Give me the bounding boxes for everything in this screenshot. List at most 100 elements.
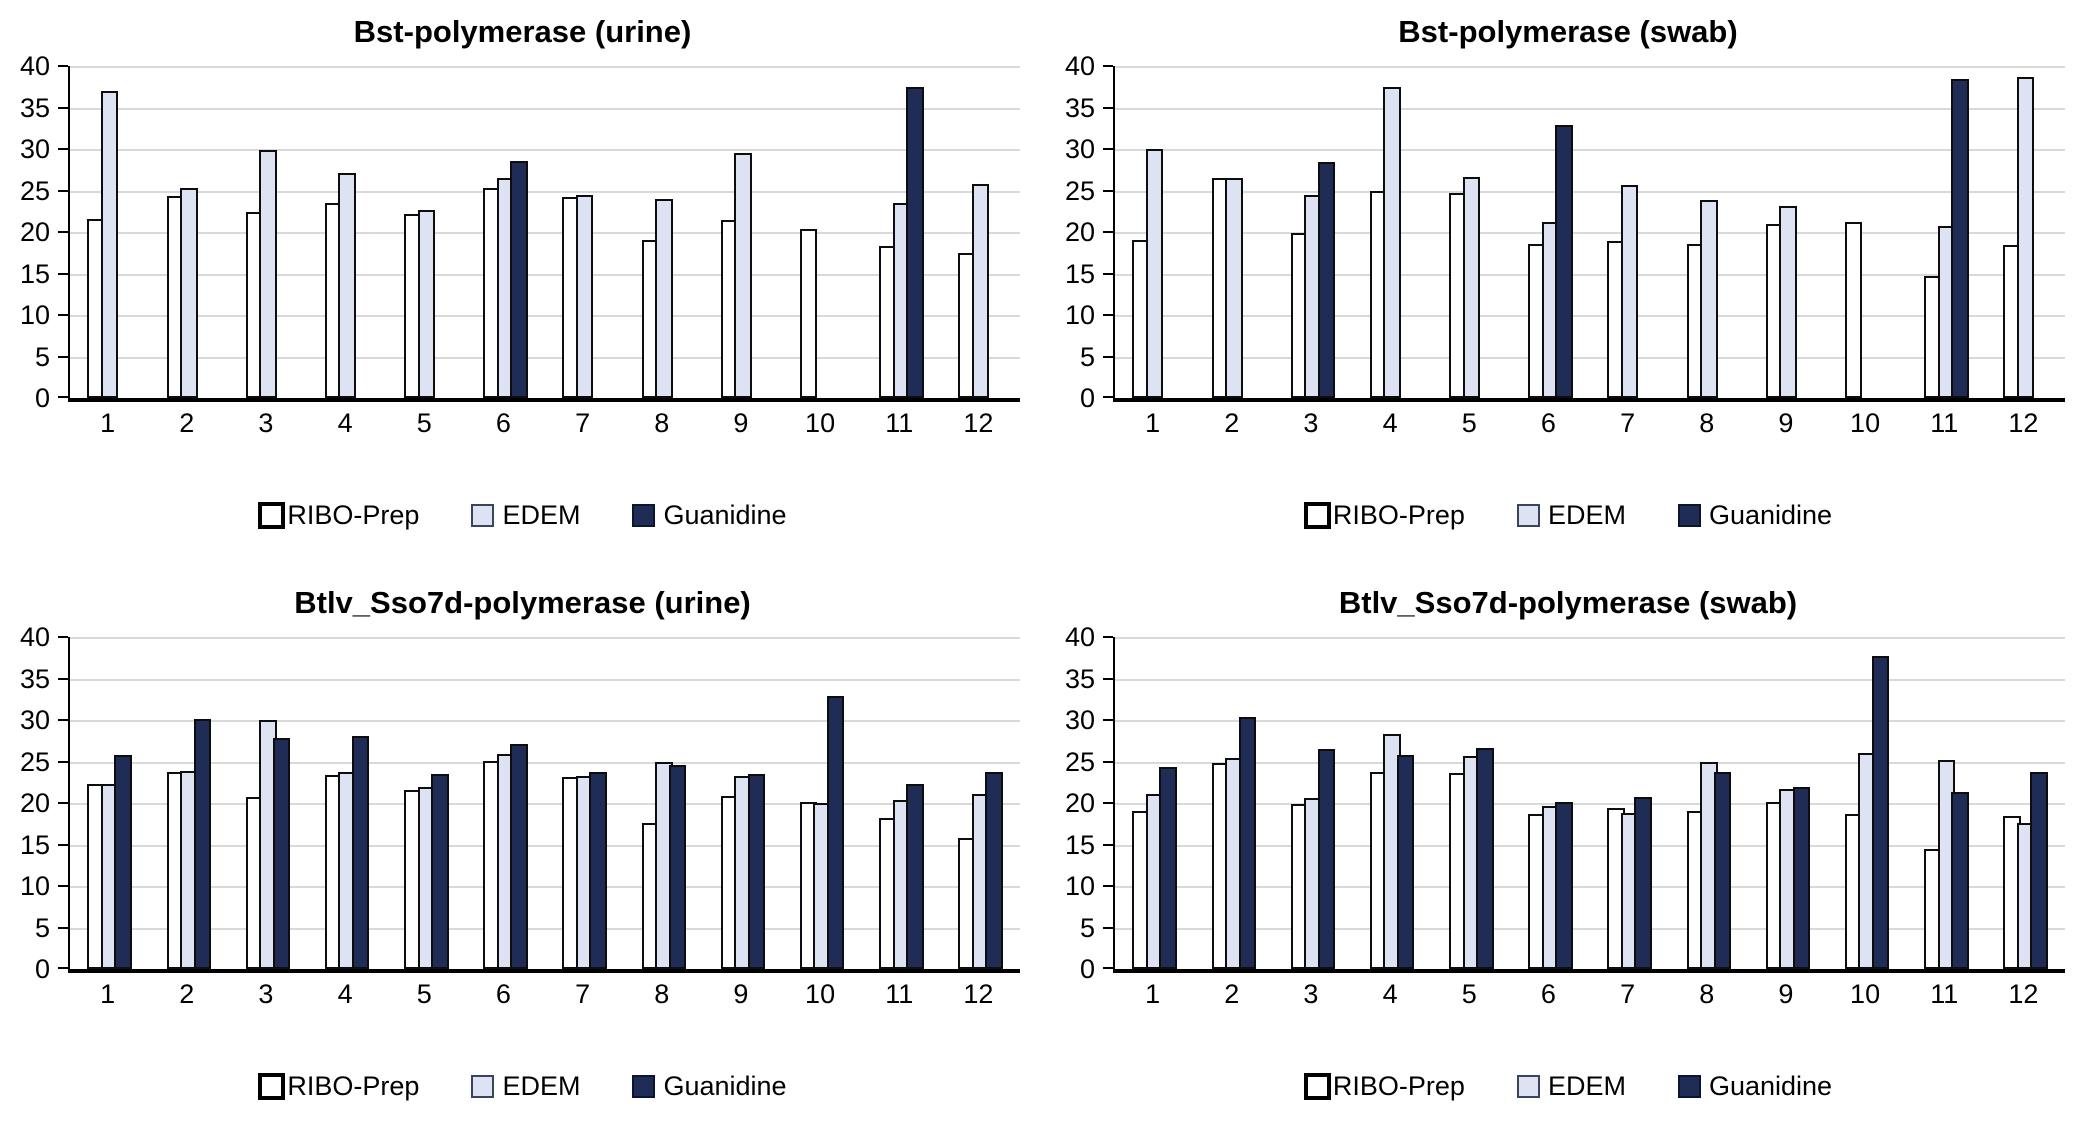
y-tick-mark [1103, 967, 1113, 969]
y-tick-mark [58, 396, 68, 398]
bar-guanidine-cat4 [1396, 755, 1415, 969]
bar-guanidine-cat4 [351, 736, 370, 969]
gridline [70, 678, 1020, 681]
x-tick-label: 5 [1461, 979, 1477, 1009]
gridline [70, 232, 1020, 234]
y-tick-label: 0 [1079, 954, 1095, 984]
y-tick-label: 25 [19, 175, 50, 206]
x-tick-label: 8 [1699, 408, 1715, 438]
plot-row: 0 5 10 15 20 25 30 35 40 [1057, 623, 2091, 983]
legend: RIBO-Prep EDEM Guanidine [1045, 1071, 2091, 1102]
y-tick-mark [58, 885, 68, 887]
y-tick-mark [58, 189, 68, 192]
x-tick-label: 1 [1145, 408, 1161, 438]
bar-edem-cat9 [734, 153, 752, 398]
x-tick-label: 2 [1224, 408, 1240, 438]
y-tick-label: 30 [1064, 705, 1095, 735]
plot-area [58, 636, 1020, 973]
y-tick-mark [58, 231, 68, 233]
bar-guanidine-cat9 [747, 774, 766, 969]
bar-guanidine-cat11 [906, 87, 924, 398]
gridline [70, 803, 1020, 805]
legend-item-edem: EDEM [471, 1071, 580, 1102]
legend-swatch-guanidine [632, 504, 656, 527]
y-tick-mark [1103, 802, 1113, 804]
y-tick-label: 15 [1064, 829, 1095, 860]
y-tick-mark [58, 65, 68, 67]
y-tick-label: 20 [1064, 788, 1095, 818]
bar-guanidine-cat8 [668, 765, 686, 969]
x-tick-label: 4 [337, 408, 353, 438]
bar-guanidine-cat9 [1792, 787, 1811, 969]
gridline [1115, 190, 2065, 193]
y-axis-labels: 0 5 10 15 20 25 30 35 40 [1057, 623, 1101, 983]
x-tick-label: 7 [575, 979, 591, 1009]
bar-edem-cat5 [417, 210, 435, 398]
y-tick-label: 40 [1064, 51, 1095, 81]
bar-guanidine-cat7 [1634, 797, 1652, 969]
x-tick-label: 9 [733, 408, 749, 438]
y-tick-label: 15 [19, 829, 50, 860]
y-tick-mark [58, 843, 68, 846]
bar-edem-cat2 [180, 188, 198, 398]
gridline [70, 886, 1020, 888]
legend: RIBO-Prep EDEM Guanidine [0, 500, 1045, 531]
plot-area [58, 65, 1020, 402]
y-tick-mark [58, 148, 68, 150]
legend-label: EDEM [502, 500, 581, 530]
legend-item-edem: EDEM [471, 500, 580, 531]
gridline [1115, 637, 2065, 639]
x-tick-label: 3 [258, 408, 274, 438]
legend-label: EDEM [502, 1071, 581, 1101]
gridline [1115, 149, 2065, 151]
legend-label: RIBO-Prep [1332, 1071, 1465, 1101]
bar-edem-cat2 [1225, 178, 1243, 398]
legend-item-guanidine: Guanidine [1677, 1071, 1832, 1102]
x-tick-label: 11 [885, 979, 914, 1009]
legend-swatch-edem [1516, 504, 1540, 527]
gridline [1115, 886, 2065, 888]
gridline [70, 844, 1020, 847]
legend-item-ribo-prep: RIBO-Prep [258, 1071, 419, 1102]
gridline [1115, 107, 2065, 110]
x-tick-label: 2 [179, 979, 195, 1009]
x-axis-labels: 1 2 3 4 5 6 7 8 9 10 11 12 [1113, 969, 2063, 1023]
bar-guanidine-cat11 [1951, 79, 1969, 398]
bar-edem-cat7 [575, 195, 594, 398]
legend-item-ribo-prep: RIBO-Prep [258, 500, 419, 531]
y-tick-mark [1103, 636, 1113, 638]
gridline [1115, 927, 2065, 930]
y-tick-mark [1103, 396, 1113, 398]
x-tick-label: 3 [1303, 979, 1319, 1009]
y-tick-label: 35 [19, 663, 50, 694]
y-tick-label: 20 [19, 788, 50, 818]
legend-swatch-edem [471, 504, 495, 527]
bar-guanidine-cat12 [985, 772, 1003, 969]
bar-guanidine-cat8 [1713, 772, 1731, 969]
gridline [1115, 844, 2065, 847]
y-tick-mark [58, 926, 68, 929]
y-tick-mark [1103, 843, 1113, 846]
y-tick-mark [58, 760, 68, 763]
x-tick-label: 4 [1382, 408, 1398, 438]
gridline [1115, 232, 2065, 234]
x-tick-label: 7 [1620, 408, 1636, 438]
chart-title-btlv-urine: Btlv_Sso7d-polymerase (urine) [294, 585, 751, 620]
bar-guanidine-cat3 [1317, 749, 1336, 969]
plot-row: 0 5 10 15 20 25 30 35 40 [12, 623, 1045, 983]
bar-guanidine-cat2 [1238, 717, 1256, 969]
legend-item-edem: EDEM [1516, 1071, 1626, 1102]
y-tick-mark [1103, 926, 1113, 929]
y-tick-label: 5 [1079, 341, 1095, 372]
bar-guanidine-cat7 [589, 772, 607, 969]
bar-guanidine-cat6 [510, 161, 528, 398]
x-tick-label: 11 [885, 408, 914, 438]
legend-item-ribo-prep: RIBO-Prep [1303, 500, 1465, 531]
y-tick-mark [58, 636, 68, 638]
y-tick-mark [1103, 760, 1113, 763]
x-tick-label: 10 [1850, 408, 1881, 438]
x-tick-label: 9 [1778, 979, 1794, 1009]
y-tick-label: 10 [19, 871, 50, 901]
chart-title-btlv-swab: Btlv_Sso7d-polymerase (swab) [1338, 585, 1798, 620]
x-tick-label: 12 [963, 408, 994, 438]
